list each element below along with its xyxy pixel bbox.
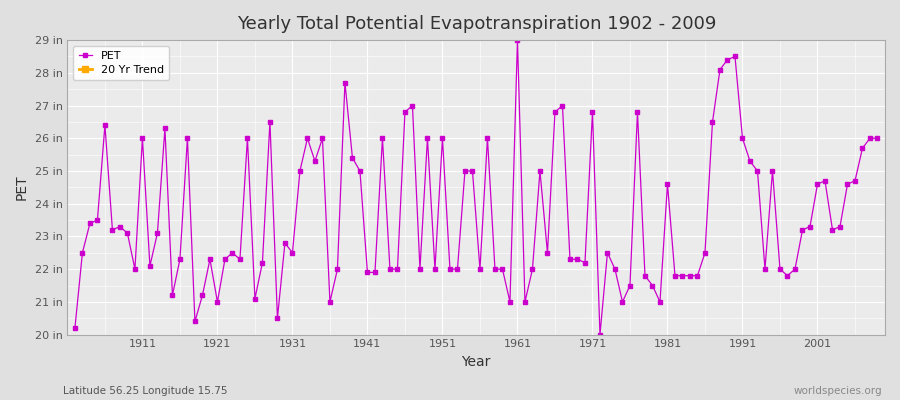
PET <box>512 38 523 42</box>
PET <box>872 136 883 141</box>
PET <box>775 267 786 272</box>
PET <box>197 293 208 298</box>
PET <box>789 267 800 272</box>
Y-axis label: PET: PET <box>15 174 29 200</box>
PET <box>152 231 163 236</box>
Text: worldspecies.org: worldspecies.org <box>794 386 882 396</box>
PET <box>595 332 606 337</box>
X-axis label: Year: Year <box>462 355 490 369</box>
Legend: PET, 20 Yr Trend: PET, 20 Yr Trend <box>73 46 169 80</box>
Title: Yearly Total Potential Evapotranspiration 1902 - 2009: Yearly Total Potential Evapotranspiratio… <box>237 15 716 33</box>
PET <box>445 267 455 272</box>
PET <box>69 326 80 330</box>
Text: Latitude 56.25 Longitude 15.75: Latitude 56.25 Longitude 15.75 <box>63 386 228 396</box>
PET <box>722 57 733 62</box>
Line: PET: PET <box>73 38 879 336</box>
